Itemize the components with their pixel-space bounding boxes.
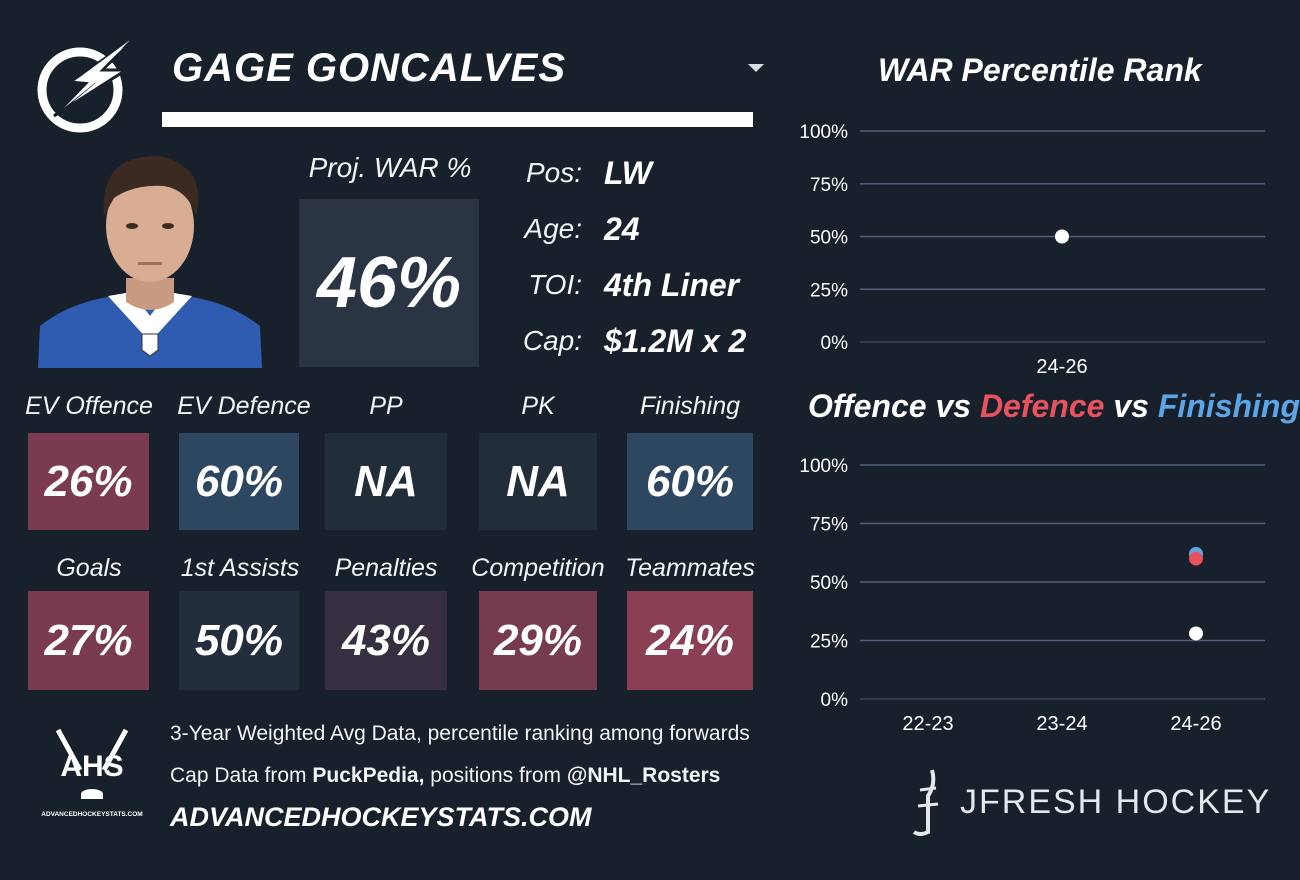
jfresh-brand: JFRESH HOCKEY xyxy=(906,766,1286,838)
tile-label-pp: PP xyxy=(369,392,403,420)
tile-value: 43% xyxy=(341,615,431,665)
proj-war-box: 46% xyxy=(299,199,479,367)
tile-label-competition: Competition xyxy=(471,554,605,582)
chart2-title-defence: Defence xyxy=(979,388,1105,424)
y-tick-label: 50% xyxy=(810,573,848,594)
jfresh-logo-icon xyxy=(912,769,939,836)
info-key: Cap: xyxy=(522,325,582,356)
tile-label-pk: PK xyxy=(521,392,555,420)
puckpedia-credit: PuckPedia, xyxy=(312,764,425,787)
footer-line2: Cap Data from PuckPedia, positions from … xyxy=(170,764,720,788)
footer-line1: 3-Year Weighted Avg Data, percentile ran… xyxy=(170,722,750,745)
lightning-bolt-icon xyxy=(37,34,140,133)
tile-1st-assists: 50% xyxy=(179,591,299,690)
tile-penalties: 43% xyxy=(325,591,447,690)
y-tick-label: 75% xyxy=(810,175,848,196)
tile-goals: 27% xyxy=(28,591,149,690)
chevron-down-icon[interactable] xyxy=(748,64,764,72)
footer-line2-mid: positions from xyxy=(424,764,567,787)
y-tick-label: 25% xyxy=(810,632,848,653)
tile-label-goals: Goals xyxy=(56,554,122,582)
y-tick-label: 75% xyxy=(810,515,848,536)
jfresh-text: JFRESH HOCKEY xyxy=(960,782,1272,821)
chart2-title-vs2: vs xyxy=(1104,388,1158,424)
footer-line2-prefix: Cap Data from xyxy=(170,764,313,787)
tile-finishing: 60% xyxy=(627,433,753,530)
chart1-title: WAR Percentile Rank xyxy=(878,52,1202,88)
tile-pk: NA xyxy=(479,433,597,530)
tile-value: 60% xyxy=(194,456,284,506)
team-logo xyxy=(30,30,142,138)
chart2-title-vs1: vs xyxy=(926,388,980,424)
info-value: 24 xyxy=(604,210,640,247)
y-tick-label: 0% xyxy=(821,690,849,711)
chart2-title-offence: Offence xyxy=(808,388,927,424)
tile-value: 24% xyxy=(645,615,735,665)
tile-label-penalties: Penalties xyxy=(334,554,438,582)
ahs-logo-subtext: ADVANCEDHOCKEYSTATS.COM xyxy=(41,811,142,818)
player-photo xyxy=(38,146,262,368)
data-point xyxy=(1055,229,1069,244)
tile-teammates: 24% xyxy=(627,591,753,690)
info-value: $1.2M x 2 xyxy=(604,322,747,359)
war-percentile-chart: 100% 75% 50% 25% 0% 24-26 xyxy=(799,122,1265,378)
tile-label-finishing: Finishing xyxy=(639,392,741,420)
y-tick-label: 100% xyxy=(799,456,848,477)
tile-ev-offence: 26% xyxy=(28,433,149,530)
proj-war-value: 46% xyxy=(316,243,462,323)
info-value: 4th Liner xyxy=(604,266,740,303)
info-cap: Cap: $1.2M x 2 xyxy=(520,321,780,361)
x-tick-label: 22-23 xyxy=(902,713,953,735)
y-tick-label: 100% xyxy=(799,122,848,143)
y-tick-label: 0% xyxy=(821,333,849,354)
tile-value: NA xyxy=(354,456,418,506)
tile-value: 60% xyxy=(645,456,735,506)
chart2-title-finishing: Finishing xyxy=(1157,388,1300,424)
x-tick-label: 24-26 xyxy=(1036,356,1087,378)
info-key: TOI: xyxy=(528,269,582,300)
proj-war-label: Proj. WAR % xyxy=(308,152,472,183)
info-age: Age: 24 xyxy=(520,209,780,249)
info-toi: TOI: 4th Liner xyxy=(520,265,780,305)
tile-competition: 29% xyxy=(479,591,597,690)
tile-value: 29% xyxy=(493,615,583,665)
tile-value: 50% xyxy=(194,615,284,665)
info-key: Pos: xyxy=(525,157,582,188)
info-key: Age: xyxy=(524,213,582,244)
offence-defence-finishing-chart: 100% 75% 50% 25% 0% 22-23 23-24 24-26 xyxy=(799,456,1265,735)
tile-label-ev-offence: EV Offence xyxy=(25,392,153,420)
info-pos: Pos: LW xyxy=(520,153,780,193)
data-point xyxy=(1189,551,1203,566)
x-tick-label: 24-26 xyxy=(1170,713,1221,735)
nhl-rosters-credit: @NHL_Rosters xyxy=(566,764,721,787)
ahs-logo: AHS ADVANCEDHOCKEYSTATS.COM xyxy=(40,726,144,820)
name-underline xyxy=(162,112,753,127)
x-tick-label: 23-24 xyxy=(1036,713,1087,735)
tile-label-ev-defence: EV Defence xyxy=(177,392,311,420)
tile-pp: NA xyxy=(325,433,447,530)
chart2-title: Offence vs Defence vs Finishing xyxy=(808,388,1300,425)
y-tick-label: 25% xyxy=(810,280,848,301)
ahs-logo-text: AHS xyxy=(60,750,123,783)
tile-ev-defence: 60% xyxy=(179,433,299,530)
info-value: LW xyxy=(604,154,652,191)
tile-label-1st-assists: 1st Assists xyxy=(180,554,300,582)
tile-value: 26% xyxy=(44,456,133,506)
tile-label-teammates: Teammates xyxy=(625,554,755,582)
tile-value: NA xyxy=(506,456,570,506)
y-tick-label: 50% xyxy=(810,228,848,249)
site-url: ADVANCEDHOCKEYSTATS.COM xyxy=(170,802,592,832)
player-name: GAGE GONCALVES xyxy=(172,46,567,90)
tile-value: 27% xyxy=(44,615,133,665)
data-point xyxy=(1189,626,1203,641)
